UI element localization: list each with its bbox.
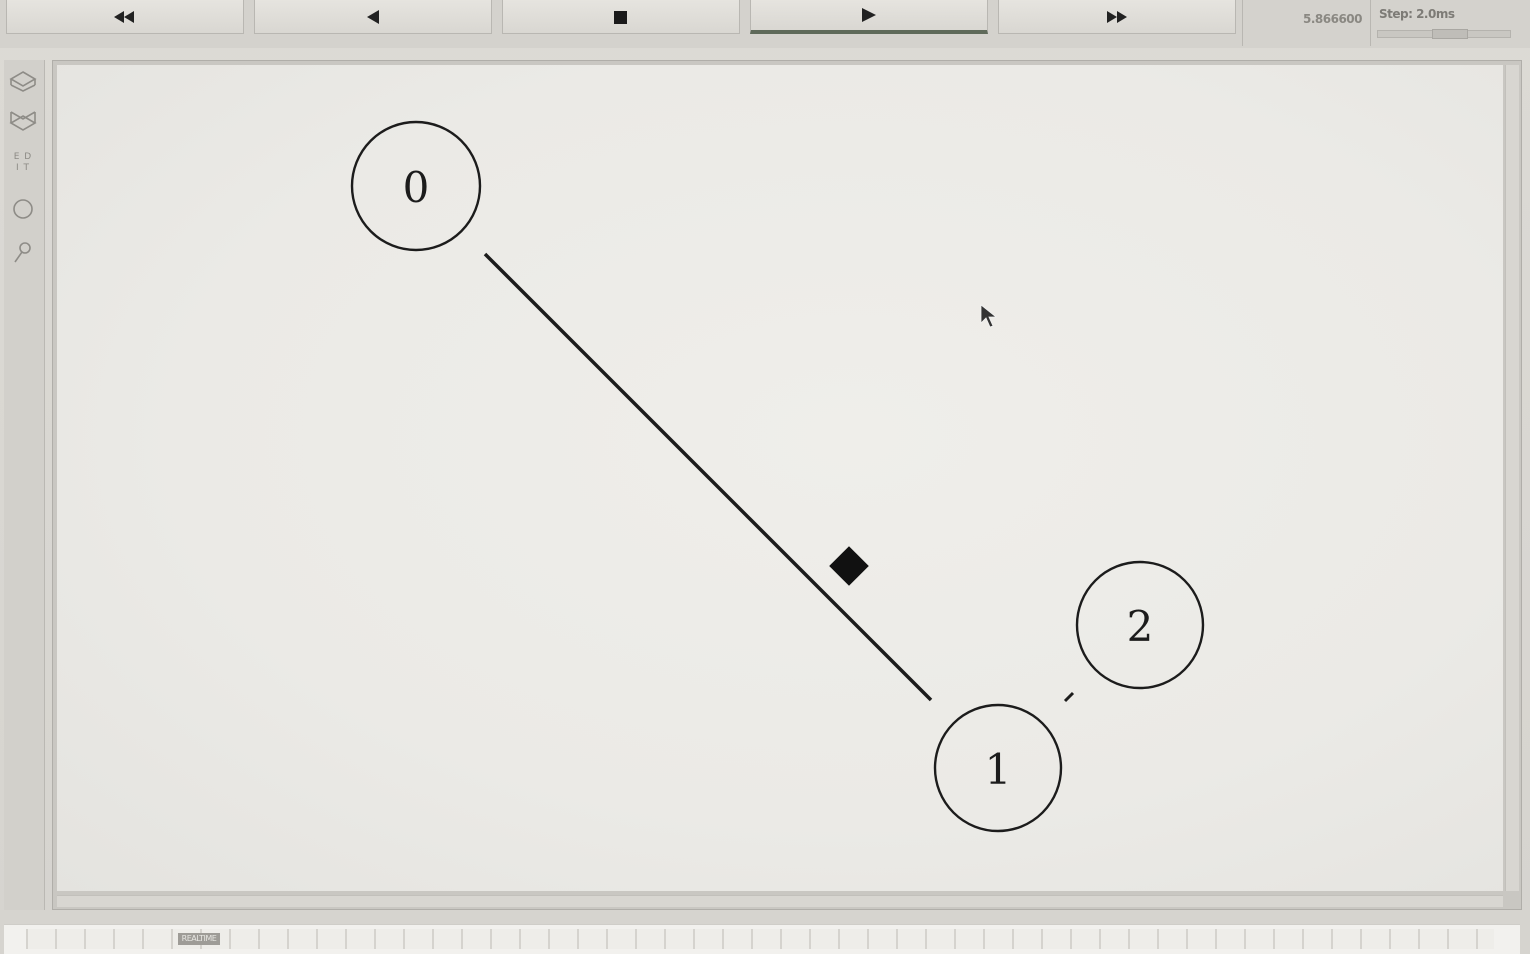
time-readout: 5.866600 [1302,12,1363,26]
edit-tool-up[interactable] [6,64,40,98]
step-label: Step: 2.0ms [1379,7,1455,21]
step-slider-thumb[interactable] [1432,29,1468,39]
node-2[interactable]: 2 [1075,560,1205,690]
step-control: Step: 2.0ms [1370,0,1518,46]
link-tool[interactable] [6,236,40,270]
network-canvas[interactable]: 0 1 2 [57,65,1503,891]
layer-down-icon [9,111,37,131]
link-icon [14,242,31,263]
timeline-marker[interactable]: REALTIME [178,933,220,945]
play-icon [862,8,876,22]
rewind-button[interactable] [6,0,244,34]
layer-up-icon [9,71,37,92]
vertical-scrollbar[interactable] [1505,65,1519,891]
link-1-2[interactable] [1063,691,1075,703]
rewind-icon [114,10,134,23]
node-tool[interactable] [6,192,40,226]
packet-diamond[interactable] [829,546,869,586]
node-1[interactable]: 1 [933,703,1063,833]
timeline-bar: REALTIME [4,924,1520,954]
timeline-ruler[interactable] [26,929,1494,949]
node-2-label: 2 [1127,602,1154,651]
step-back-icon [367,9,379,24]
node-0[interactable]: 0 [350,120,482,252]
stop-button[interactable] [502,0,740,34]
fast-forward-button[interactable] [998,0,1236,34]
stop-icon [614,10,627,24]
fast-forward-icon [1107,10,1127,23]
time-display: 5.866600 [1242,0,1366,46]
edit-tool-down[interactable] [6,102,40,136]
topology-drawing: 0 1 2 [350,120,1205,833]
mouse-cursor-icon [980,304,998,328]
node-0-label: 0 [403,163,430,212]
circle-icon [13,199,33,219]
step-back-button[interactable] [254,0,492,34]
playback-toolbar: 5.866600 Step: 2.0ms [0,0,1530,48]
play-button[interactable] [750,0,988,34]
node-1-label: 1 [985,745,1012,794]
link-0-1[interactable] [483,252,933,702]
horizontal-scrollbar[interactable] [57,895,1503,907]
canvas-frame: 0 1 2 [52,60,1522,910]
step-slider[interactable] [1377,29,1511,39]
